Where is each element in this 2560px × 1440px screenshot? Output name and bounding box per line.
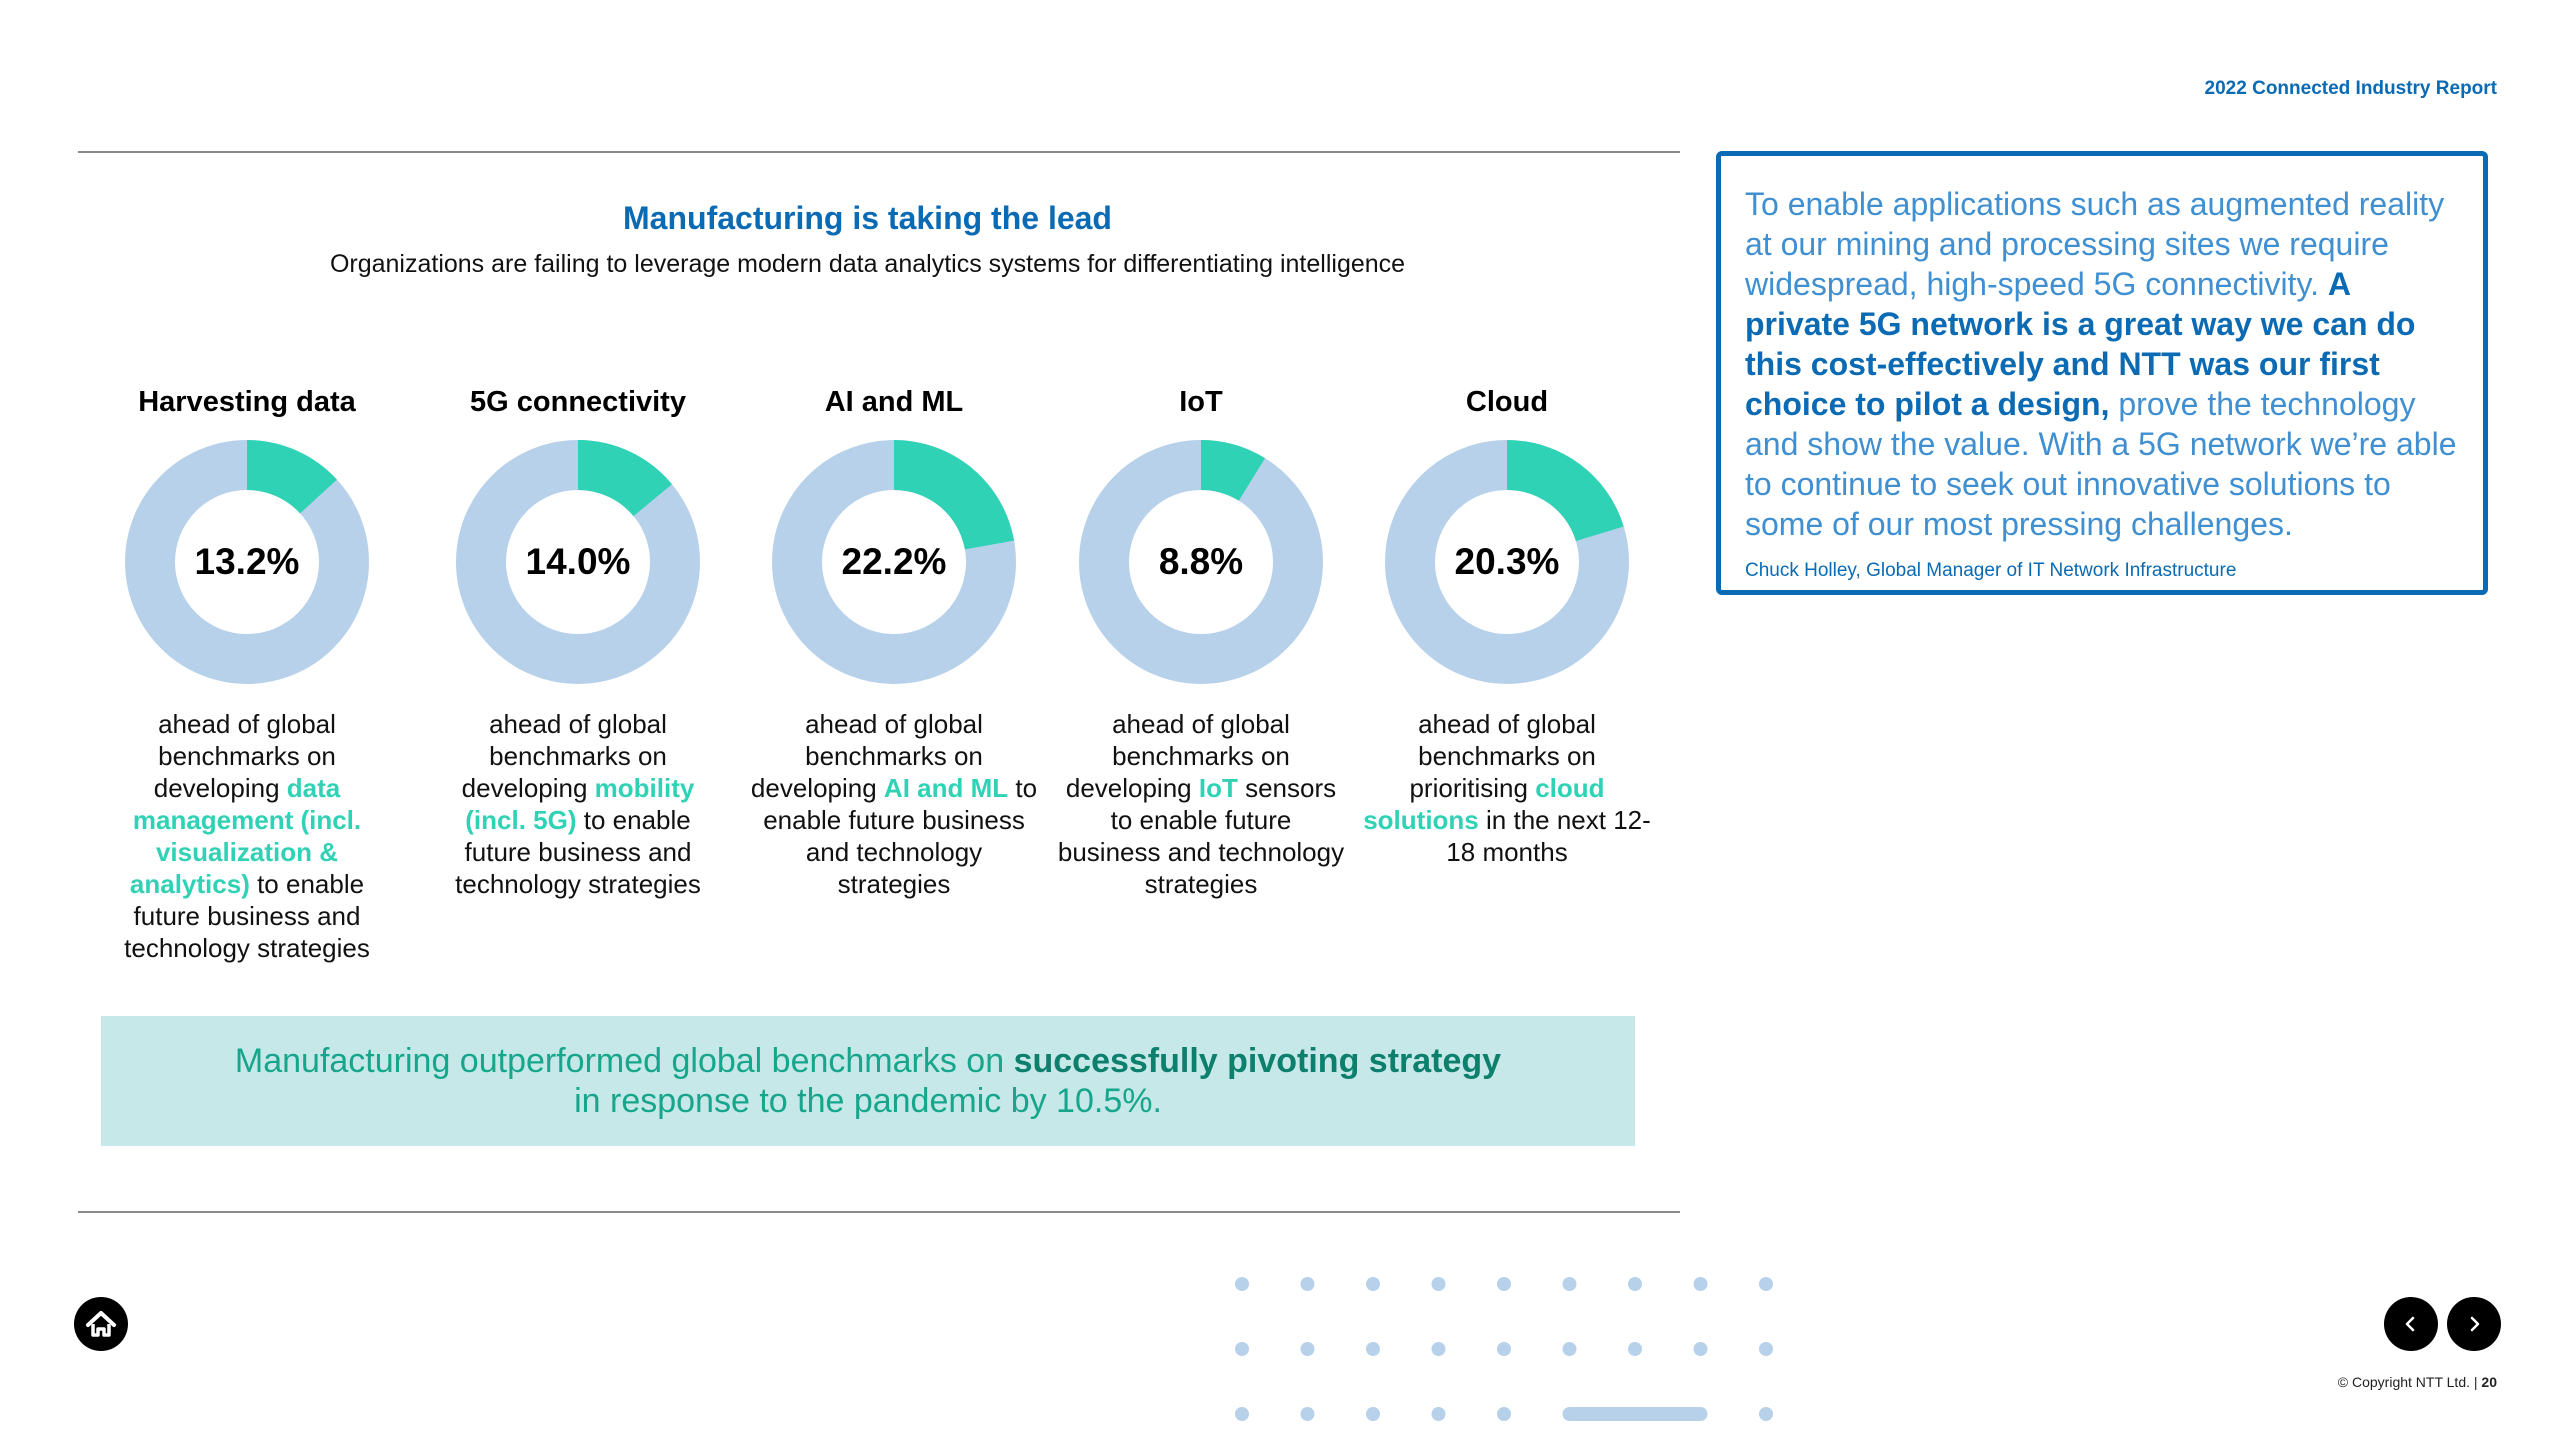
previous-page-button[interactable] [2384, 1297, 2438, 1351]
donut-arc [893, 440, 1015, 551]
page-number: 20 [2481, 1374, 2497, 1390]
page-subtitle: Organizations are failing to leverage mo… [329, 250, 1406, 278]
chevron-left-icon [2405, 1316, 2415, 1332]
metric-cloud: Cloud 20.3% ahead of global benchmarks o… [1357, 380, 1657, 868]
decorative-dot [1366, 1342, 1380, 1356]
quote-text: To enable applications such as augmented… [1745, 186, 2457, 542]
decorative-dot [1235, 1277, 1249, 1291]
top-divider [78, 151, 1680, 153]
donut-chart: 20.3% [1385, 440, 1629, 684]
decorative-dot [1431, 1277, 1446, 1291]
decorative-dot [1300, 1407, 1315, 1421]
next-page-button[interactable] [2447, 1297, 2501, 1351]
decorative-dot [1431, 1407, 1446, 1421]
donut-arc [1506, 440, 1624, 542]
donut-value: 22.2% [841, 541, 947, 582]
donut-value: 14.0% [525, 541, 631, 582]
decorative-pill [1562, 1407, 1708, 1421]
decorative-dot [1497, 1407, 1511, 1421]
metric-description: ahead of global benchmarks on developing… [750, 709, 1038, 899]
decorative-dot [1759, 1407, 1773, 1421]
decorative-dot [1693, 1277, 1708, 1291]
donut-value: 13.2% [194, 541, 300, 582]
banner-line-2: in response to the pandemic by 10.5%. [574, 1082, 1162, 1120]
decorative-dot [1693, 1342, 1708, 1356]
metric-harvesting-data: Harvesting data 13.2% ahead of global be… [97, 380, 397, 964]
donut-arc [246, 440, 337, 515]
decorative-dot [1366, 1277, 1380, 1291]
donut-chart: 8.8% [1079, 440, 1323, 684]
donut-arc [1200, 440, 1266, 502]
donut-value: 8.8% [1158, 541, 1244, 582]
decorative-dot [1759, 1342, 1773, 1356]
decorative-dot [1235, 1342, 1249, 1356]
metric-title: Harvesting data [138, 386, 356, 418]
decorative-dot [1431, 1342, 1446, 1356]
donut-chart: 13.2% [125, 440, 369, 684]
summary-banner: Manufacturing outperformed global benchm… [101, 1016, 1635, 1146]
decorative-dot [1562, 1342, 1577, 1356]
decorative-dot [1497, 1342, 1511, 1356]
metric-description: ahead of global benchmarks on developing… [455, 709, 701, 899]
quote-box: To enable applications such as augmented… [1716, 151, 2488, 595]
quote-author: Chuck Holley, Global Manager of IT Netwo… [1745, 560, 2237, 581]
metric-description: ahead of global benchmarks on developing… [124, 709, 370, 963]
home-button[interactable] [74, 1297, 128, 1351]
metric-title: 5G connectivity [470, 386, 686, 418]
decorative-dots [1235, 1277, 1773, 1421]
decorative-dot [1300, 1277, 1315, 1291]
copyright: © Copyright NTT Ltd. | 20 [2337, 1374, 2497, 1390]
decorative-dot [1497, 1277, 1511, 1291]
decorative-dot [1628, 1342, 1642, 1356]
metric-title: AI and ML [824, 386, 964, 418]
metric-title: IoT [1179, 386, 1223, 418]
decorative-dot [1759, 1277, 1773, 1291]
report-title: 2022 Connected Industry Report [2204, 78, 2497, 99]
metric-description: ahead of global benchmarks on developing… [1057, 709, 1345, 899]
decorative-dot [1235, 1407, 1249, 1421]
chevron-right-icon [2470, 1316, 2480, 1332]
page-title: Manufacturing is taking the lead [623, 200, 1112, 236]
banner-line-1: Manufacturing outperformed global benchm… [234, 1042, 1502, 1080]
metric-title: Cloud [1465, 386, 1549, 418]
decorative-dot [1628, 1277, 1642, 1291]
donut-arc [577, 440, 672, 517]
metric-iot: IoT 8.8% ahead of global benchmarks on d… [1051, 380, 1351, 900]
donut-value: 20.3% [1454, 541, 1560, 582]
metric-description: ahead of global benchmarks on prioritisi… [1363, 709, 1651, 867]
home-icon [86, 1311, 116, 1337]
bottom-divider [78, 1211, 1680, 1213]
metric-5g-connectivity: 5G connectivity 14.0% ahead of global be… [428, 380, 728, 900]
donut-chart: 22.2% [772, 440, 1016, 684]
decorative-dot [1366, 1407, 1380, 1421]
donut-chart: 14.0% [456, 440, 700, 684]
decorative-dot [1562, 1277, 1577, 1291]
metric-ai-ml: AI and ML 22.2% ahead of global benchmar… [744, 380, 1044, 900]
decorative-dot [1300, 1342, 1315, 1356]
